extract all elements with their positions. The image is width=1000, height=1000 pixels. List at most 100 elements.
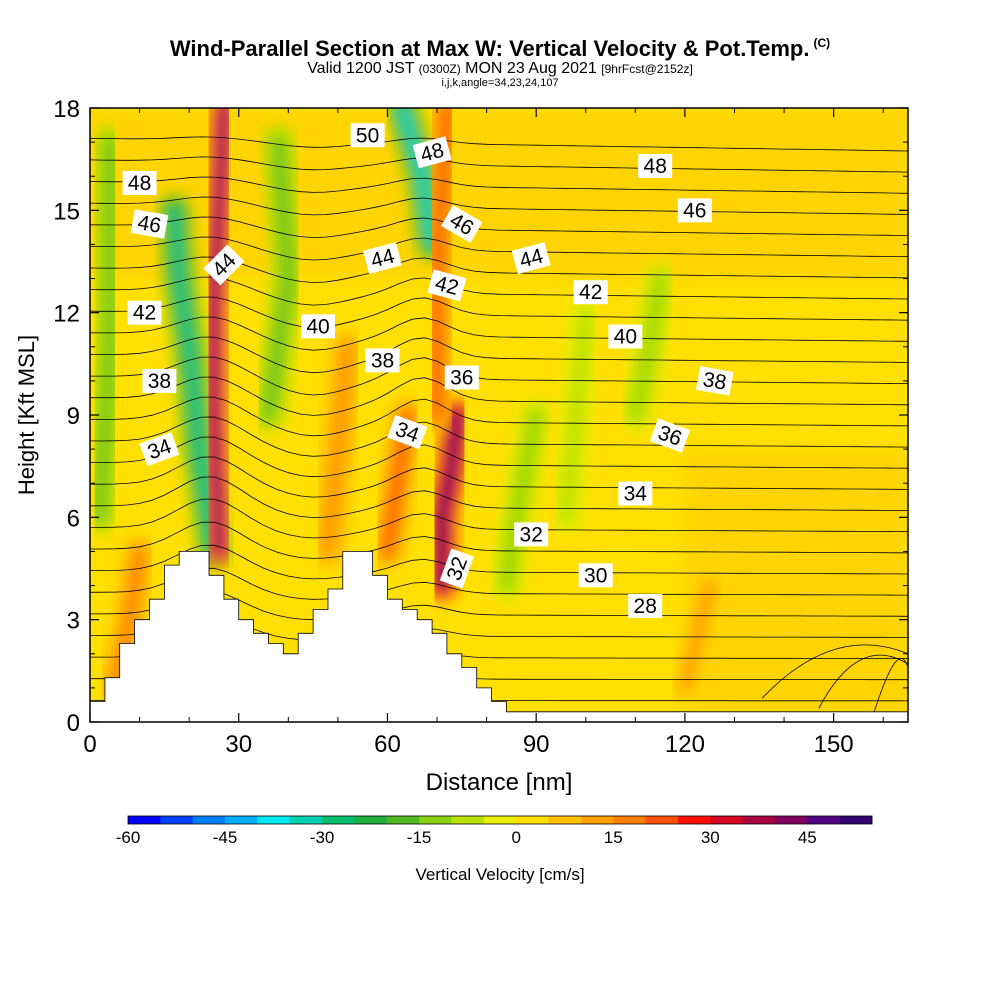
contour-label: 44 — [362, 242, 403, 275]
colorbar-swatch — [742, 816, 776, 824]
theta-contour-line — [90, 416, 908, 457]
contour-label-box — [122, 171, 157, 195]
contour-label: 48 — [412, 136, 452, 169]
contour-label-text: 38 — [148, 370, 171, 393]
contour-label: 30 — [578, 563, 613, 588]
updraft-1-core — [211, 108, 227, 554]
contour-label-box — [142, 368, 177, 393]
contour-label-text: 38 — [701, 368, 728, 395]
contour-label-box — [514, 522, 549, 547]
contour-label-box — [695, 366, 734, 396]
y-tick-label: 0 — [67, 710, 80, 737]
colorbar-swatch — [807, 816, 840, 824]
colorbar-frame — [127, 815, 873, 825]
colorbar-swatch — [774, 816, 808, 824]
contour-label-box — [127, 300, 162, 325]
downdraft-6 — [548, 295, 603, 535]
theta-contour-line — [90, 236, 908, 261]
contour-label: 40 — [301, 314, 335, 339]
x-tick-label: 120 — [665, 731, 705, 758]
colorbar-swatch — [548, 816, 582, 824]
contour-label-box — [427, 269, 467, 302]
contour-label-box — [441, 205, 483, 243]
theta-contour-arc — [761, 644, 908, 699]
colorbar: -60 -45 -30 -15 0 15 30 45 Vertical Velocity [cm… — [116, 815, 873, 884]
contour-label-box — [608, 324, 643, 349]
contour-label-box — [365, 348, 400, 373]
colorbar-swatch — [257, 816, 291, 824]
downdraft-4-core — [97, 139, 113, 520]
contour-label-box — [362, 242, 403, 275]
contour-label: 46 — [130, 209, 169, 239]
contour-label-box — [350, 123, 385, 148]
x-tick-label: 150 — [814, 731, 854, 758]
downdraft-6-core — [563, 310, 589, 520]
contour-label-text: 30 — [584, 564, 607, 587]
theta-contour-line — [90, 296, 908, 329]
contour-label-box — [677, 198, 712, 223]
x-tick-label: 30 — [225, 731, 252, 758]
theta-contour-line — [90, 567, 908, 600]
valid-prefix: Valid 1200 JST — [307, 60, 415, 77]
colorbar-swatch — [483, 816, 517, 824]
contour-label: 36 — [444, 365, 479, 390]
x-tick-label: 90 — [523, 731, 550, 758]
y-tick-label: 15 — [53, 198, 80, 225]
contour-label-text: 36 — [450, 367, 473, 390]
contour-label: 42 — [573, 280, 608, 305]
updraft-2-core — [439, 412, 460, 589]
contour-label: 36 — [649, 418, 691, 453]
contour-label: 38 — [365, 348, 400, 373]
theta-contour-line — [90, 456, 908, 498]
colorbar-swatch — [322, 816, 355, 824]
contour-label-box — [387, 415, 428, 450]
contour-label-box — [130, 209, 169, 239]
theta-contour-line — [90, 498, 908, 539]
theta-contour-line — [90, 590, 908, 621]
theta-contour-line — [90, 276, 908, 306]
contour-label: 46 — [441, 205, 483, 243]
x-tick-label: 0 — [83, 731, 96, 758]
contour-label-text: 32 — [520, 523, 543, 546]
contour-label-text: 42 — [133, 302, 156, 325]
theta-contour-line — [90, 356, 908, 396]
theta-contour-line — [90, 176, 908, 194]
contour-label: 42 — [427, 269, 467, 302]
colorbar-swatch — [839, 816, 873, 824]
colorbar-swatch — [289, 816, 323, 824]
forecast-info: [9hrFcst@2152z] — [601, 62, 693, 76]
valid-zulu: (0300Z) — [418, 62, 461, 76]
colorbar-swatch — [160, 816, 193, 824]
theta-contour-arc — [818, 654, 908, 709]
updraft-1 — [196, 108, 241, 569]
contour-label: 46 — [677, 198, 712, 223]
colorbar-tick-label: -45 — [213, 828, 238, 847]
contour-label-text: 40 — [306, 315, 329, 338]
downdraft-5-core — [266, 139, 291, 418]
theta-contour-line — [90, 216, 908, 238]
colorbar-tick-label: -15 — [407, 828, 432, 847]
contour-label-box — [412, 136, 452, 169]
contour-label: 42 — [127, 300, 162, 325]
colorbar-swatch — [645, 816, 679, 824]
contour-label-text: 48 — [644, 155, 667, 178]
valid-date: MON 23 Aug 2021 — [465, 60, 597, 77]
theta-contour-line — [90, 316, 908, 351]
colorbar-tick-label: 15 — [604, 828, 623, 847]
contour-label: 48 — [638, 154, 673, 178]
contour-label: 32 — [514, 522, 549, 547]
contour-label-box — [618, 481, 653, 506]
updraft-5-core — [325, 344, 351, 554]
colorbar-swatch — [225, 816, 258, 824]
contour-label-box — [578, 563, 613, 588]
contour-label-text: 38 — [371, 349, 394, 372]
updraft-5 — [311, 329, 365, 569]
theta-contour-line — [90, 396, 908, 437]
downdraft-7 — [618, 261, 678, 432]
colorbar-swatch — [677, 816, 711, 824]
colorbar-swatch — [128, 816, 161, 824]
colorbar-tick-label: 0 — [511, 828, 520, 847]
chart-title: Wind-Parallel Section at Max W: Vertical… — [0, 36, 1000, 62]
